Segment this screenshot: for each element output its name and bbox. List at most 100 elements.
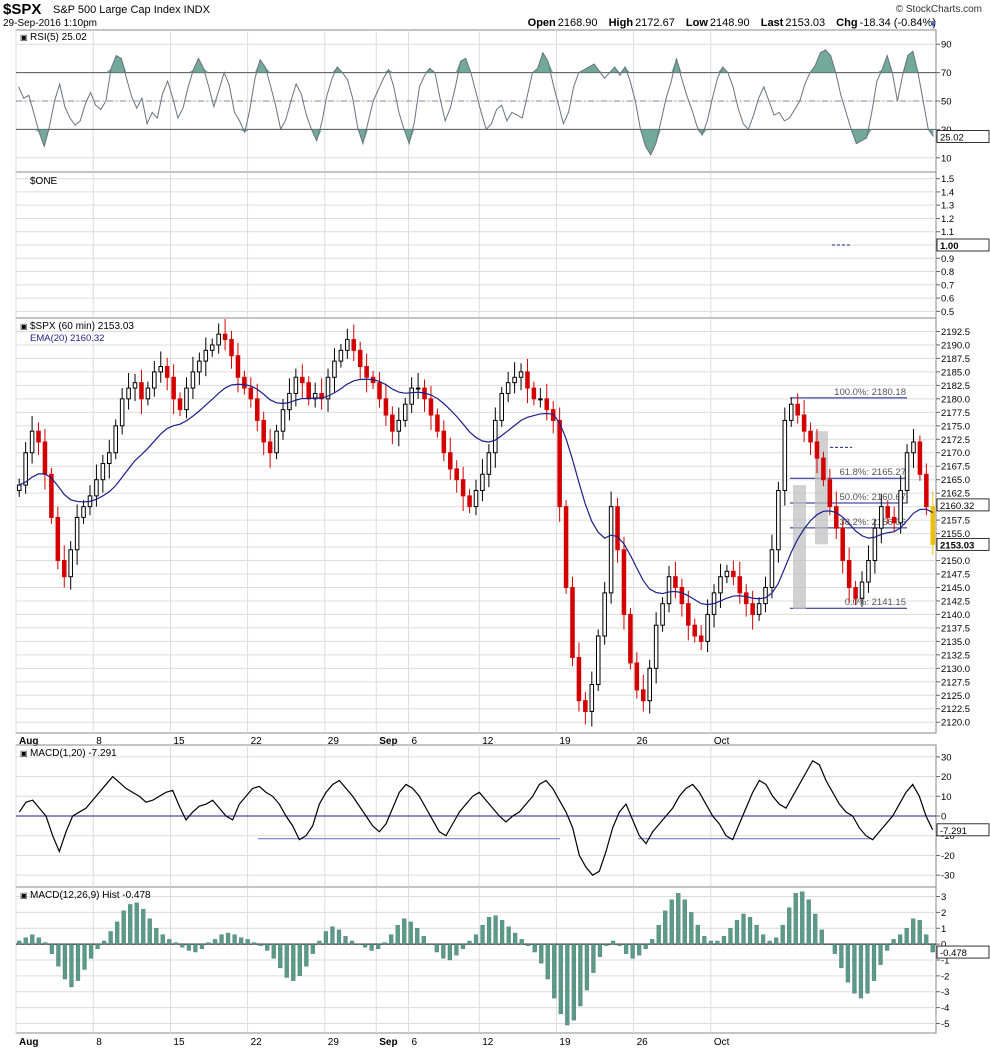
candle-body — [261, 419, 266, 443]
hist-bar — [780, 924, 785, 945]
fib-level-label: 61.8%: 2165.27 — [839, 467, 906, 478]
candle-body — [724, 570, 730, 578]
one-ytick-label: 1.5 — [941, 174, 954, 185]
hist-bar — [760, 934, 766, 945]
candle-body — [113, 425, 118, 454]
candle-body — [930, 506, 936, 545]
hist-ytick-label: -2 — [941, 971, 949, 982]
candle-body — [390, 414, 395, 432]
candle-body — [364, 366, 369, 378]
fib-level-label: 100.0%: 2180.18 — [834, 387, 906, 398]
hist-bar — [845, 943, 851, 983]
hist-bar — [193, 943, 198, 953]
candle-body — [29, 430, 35, 454]
candle-body — [177, 398, 183, 411]
candle-body — [235, 355, 241, 378]
price-ytick-label: 2185.0 — [941, 367, 970, 378]
candle-body — [538, 398, 543, 401]
candle-body — [409, 387, 414, 405]
candle-body — [158, 366, 164, 373]
candle-body — [396, 419, 402, 432]
hist-bar — [382, 942, 387, 945]
rsi-line — [18, 49, 934, 157]
hist-bar — [310, 943, 315, 954]
hist-bar — [141, 909, 146, 945]
hist-bar — [930, 943, 935, 953]
hist-bar — [871, 943, 877, 981]
x-tick-label: 15 — [173, 736, 185, 747]
hist-ytick-label: 0 — [941, 940, 946, 951]
hist-last-value-label: -0.478 — [940, 948, 967, 959]
hist-bar — [36, 937, 41, 945]
candle-body — [499, 392, 505, 421]
hist-bar — [421, 936, 426, 945]
candle-body — [924, 473, 929, 508]
candle-body — [319, 392, 324, 400]
one-last-value-box — [936, 238, 990, 252]
x-tick-label-bottom: 19 — [559, 1037, 571, 1048]
candle-body — [840, 527, 845, 562]
hist-bar — [597, 943, 603, 957]
price-ytick-label: 2142.5 — [941, 596, 970, 607]
hist-bar — [395, 924, 400, 945]
hist-bar — [917, 920, 922, 945]
macd-line — [18, 759, 934, 876]
rsi-title: RSI(5) 25.02 — [30, 32, 87, 43]
rsi-ytick-label: 50 — [941, 97, 952, 108]
hist-title: MACD(12,26,9) Hist -0.478 — [30, 890, 151, 901]
macd-ytick-label: 10 — [941, 792, 952, 803]
candle-body — [531, 387, 537, 400]
hist-bar — [682, 899, 687, 945]
candle-body — [139, 382, 144, 400]
hist-bar — [336, 929, 342, 945]
macd-ytick-label: 20 — [941, 772, 952, 783]
hist-bar — [115, 921, 120, 945]
candle-body — [750, 603, 755, 615]
hist-bar — [898, 934, 903, 945]
x-tick-label: Sep — [379, 736, 397, 747]
price-title: $SPX (60 min) 2153.03 — [30, 321, 134, 332]
price-ytick-label: 2170.0 — [941, 448, 970, 459]
fib-level-label: 50.0%: 2160.67 — [839, 492, 906, 503]
x-tick-label: 8 — [96, 736, 102, 747]
candle-body — [731, 570, 736, 578]
candle-body — [447, 452, 453, 470]
hist-bar — [565, 943, 570, 1026]
hist-bar — [708, 940, 714, 945]
hist-bar — [839, 943, 844, 969]
price-ytick-label: 2145.0 — [941, 583, 970, 594]
rsi-overbought-fill — [18, 49, 934, 73]
candle-body — [576, 657, 582, 702]
price-ytick-label: 2177.5 — [941, 408, 970, 419]
hist-bar — [343, 936, 348, 945]
price-ytick-label: 2192.5 — [941, 327, 970, 338]
hist-bar — [389, 934, 394, 945]
hist-bar — [134, 902, 139, 945]
hist-bar — [447, 943, 453, 961]
hist-ytick-label: 1 — [941, 924, 946, 935]
price-last-value-box — [936, 537, 990, 551]
high-label: High — [608, 17, 634, 29]
candle-body — [55, 516, 61, 562]
candle-body — [686, 603, 691, 626]
candle-body — [737, 576, 743, 594]
security-name: S&P 500 Large Cap Index INDX — [53, 4, 210, 16]
hist-bar — [128, 904, 133, 945]
candle-body — [132, 382, 138, 389]
candle-body — [338, 349, 344, 362]
hist-bar — [49, 943, 54, 954]
x-tick-label-bottom: 22 — [251, 1037, 263, 1048]
x-tick-label-bottom: Sep — [379, 1037, 397, 1048]
hist-bar — [460, 943, 466, 950]
hist-bar — [245, 939, 250, 945]
price-ytick-label: 2165.0 — [941, 475, 970, 486]
candle-body — [428, 398, 434, 416]
hist-bar — [252, 942, 257, 945]
fib-level-label: 0.0%: 2141.15 — [845, 597, 906, 608]
chevron-down-icon[interactable]: ▼ — [928, 19, 938, 30]
macd-ytick-label: -10 — [941, 831, 955, 842]
price-panel-icon: ▣ — [20, 322, 28, 331]
hist-bar — [604, 943, 609, 946]
hist-bar — [356, 943, 361, 945]
stockcharts-credit[interactable]: © StockCharts.com — [895, 4, 982, 15]
